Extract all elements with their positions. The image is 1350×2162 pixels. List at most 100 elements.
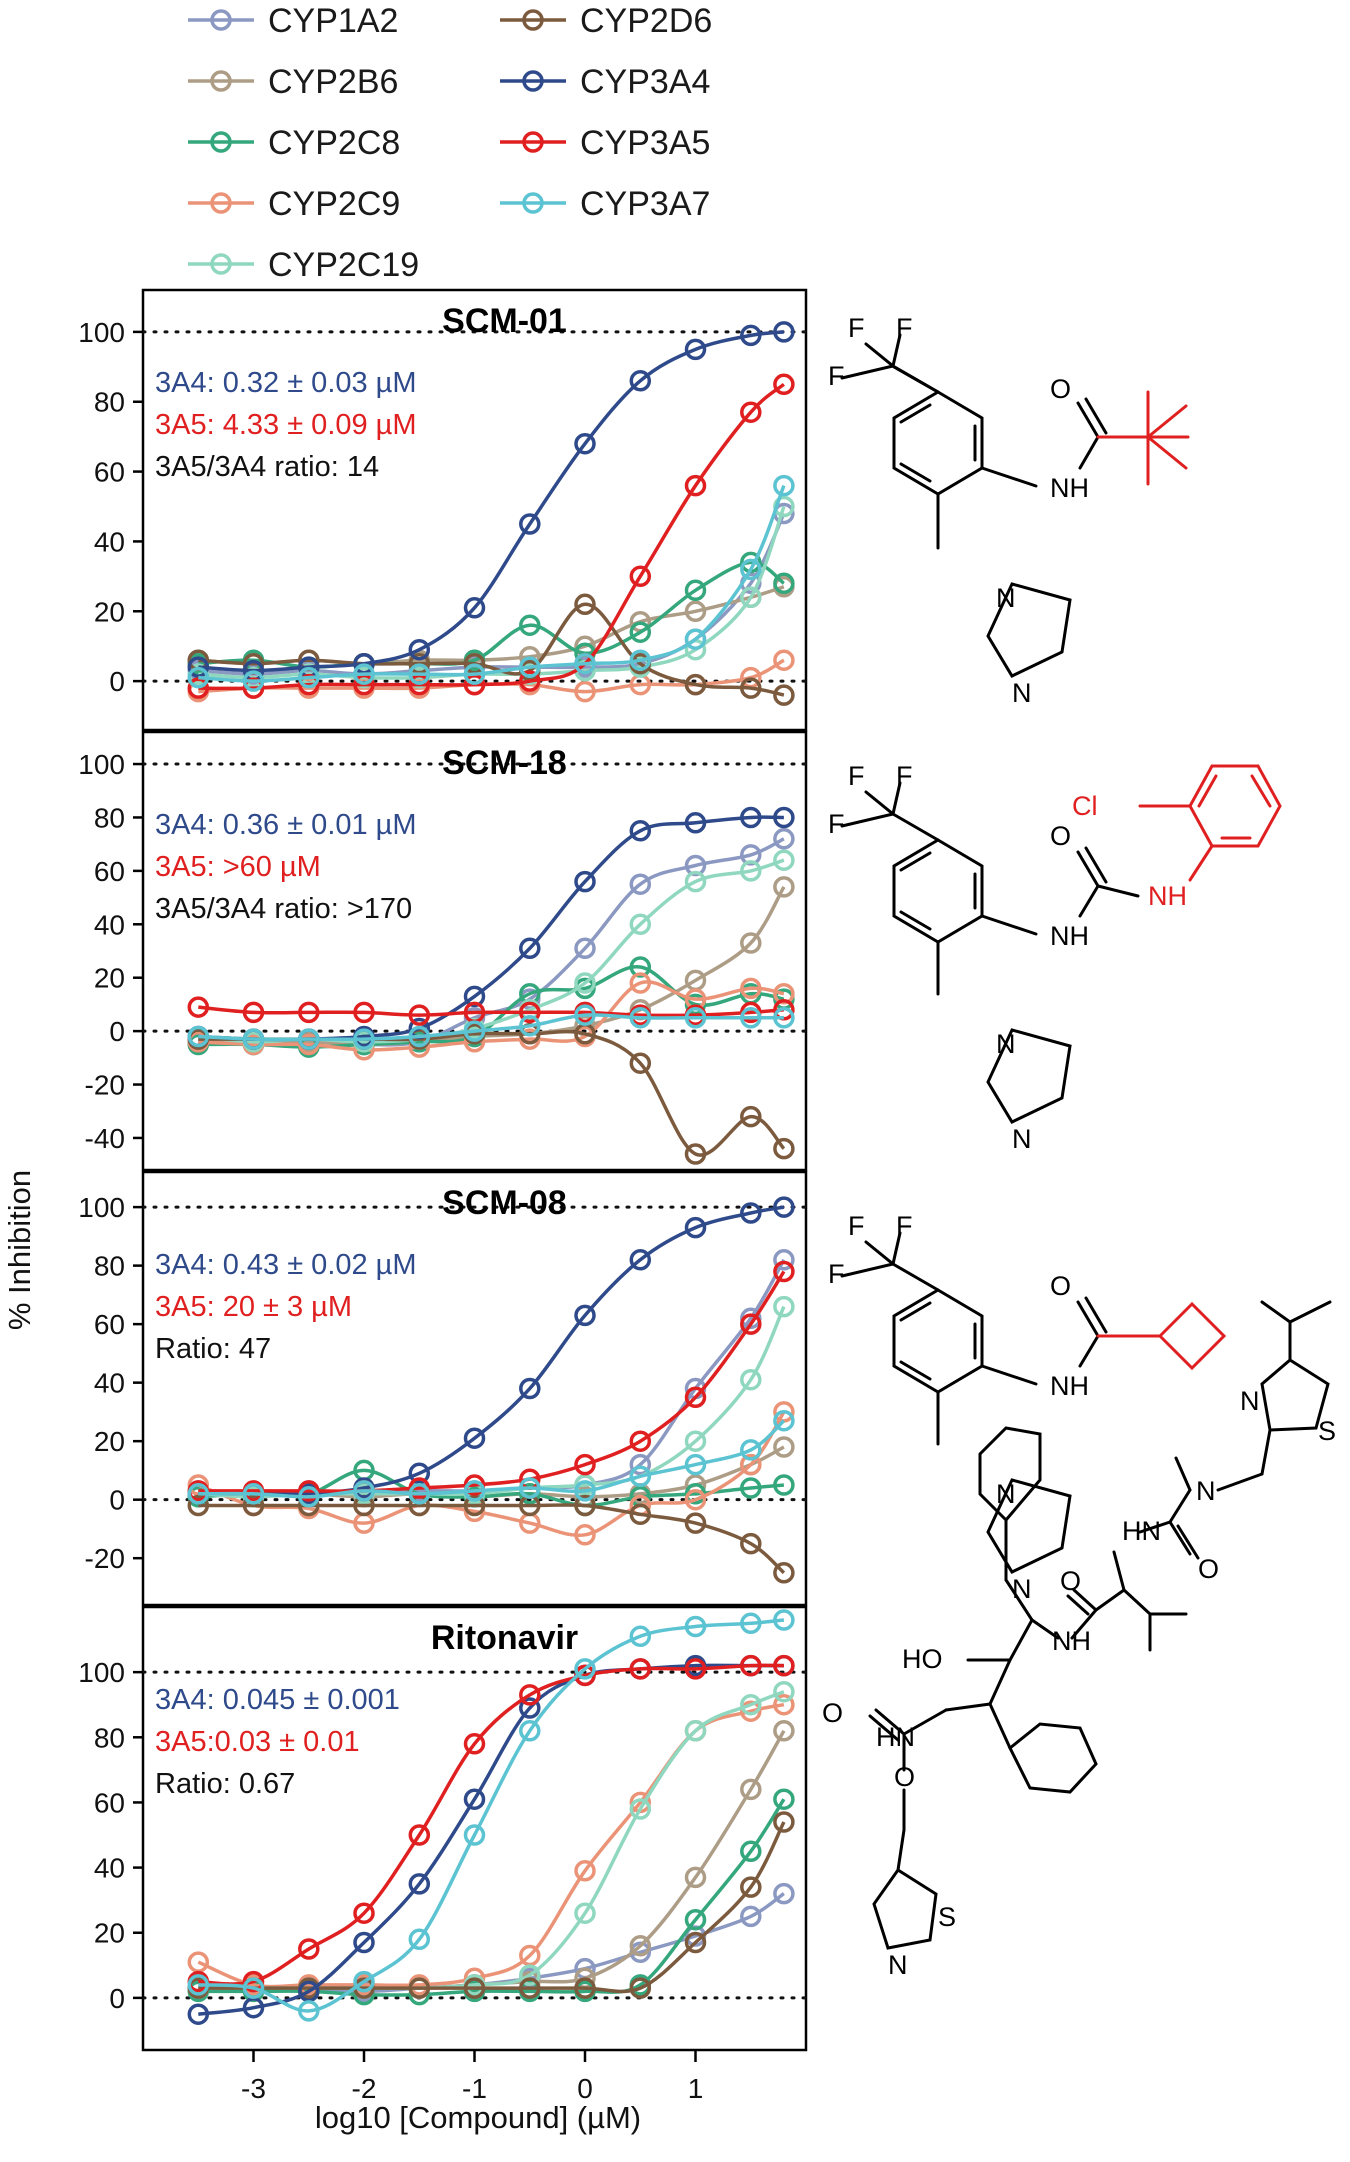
data-point (574, 870, 596, 893)
series-line (198, 1013, 784, 1042)
data-point (773, 1609, 795, 1631)
legend-item-cyp2c19: CYP2C19 (188, 246, 419, 284)
svg-text:N: N (888, 1950, 908, 1980)
plot-frame (141, 730, 808, 1172)
svg-text:HN: HN (876, 1722, 915, 1752)
data-point (629, 565, 652, 588)
y-tick-label: 100 (78, 1657, 125, 1688)
series-line (198, 1270, 786, 1493)
series-cyp2d6 (187, 593, 795, 706)
data-point (773, 1260, 795, 1283)
data-point (408, 1025, 431, 1048)
data-point (574, 1004, 596, 1026)
data-point (773, 649, 795, 671)
data-point (684, 1866, 707, 1889)
data-point (574, 652, 596, 675)
svg-text:F: F (828, 809, 845, 839)
data-point (773, 1409, 795, 1432)
data-point (684, 474, 707, 497)
data-point (773, 1788, 795, 1810)
data-point (629, 1658, 652, 1680)
data-point (408, 1977, 431, 1999)
data-point (574, 1860, 596, 1882)
data-point (353, 1028, 375, 1050)
legend-label: CYP1A2 (268, 2, 398, 40)
panel-title: SCM-01 (442, 302, 567, 340)
y-tick-label: 60 (94, 1787, 125, 1818)
series-line (198, 505, 786, 680)
data-point (519, 513, 541, 535)
series-line (198, 1419, 786, 1499)
data-point (353, 1480, 375, 1502)
legend-item-cyp1a2: CYP1A2 (188, 2, 398, 40)
svg-text:F: F (828, 361, 845, 391)
data-point (242, 1494, 265, 1517)
svg-text:N: N (996, 583, 1016, 613)
series-line (198, 1663, 784, 2016)
series-line (198, 1005, 785, 1018)
svg-text:F: F (848, 761, 865, 791)
data-point (463, 1480, 486, 1502)
series-cyp2b6 (187, 1720, 795, 1999)
data-point (684, 1216, 707, 1239)
legend-label: CYP3A4 (580, 63, 710, 101)
series-line (198, 1618, 785, 2013)
data-point (574, 937, 596, 960)
data-point (629, 1798, 652, 1820)
series-line (198, 602, 785, 697)
data-point (684, 1143, 707, 1165)
structure-ritonavir (868, 1300, 1332, 1950)
series-cyp2b6 (187, 576, 795, 675)
legend-swatch-marker (210, 253, 232, 275)
svg-text:NH: NH (1148, 881, 1187, 911)
data-point (684, 1430, 707, 1452)
data-point (519, 1697, 541, 1719)
series-cyp2c8 (187, 1788, 795, 2006)
data-point (574, 1977, 596, 1999)
data-point (773, 876, 795, 898)
data-point (574, 432, 596, 455)
svg-text:O: O (1050, 821, 1071, 851)
data-point (574, 593, 596, 616)
legend-item-cyp2c9: CYP2C9 (188, 185, 400, 223)
data-point (519, 670, 541, 692)
data-point (740, 1202, 762, 1224)
svg-text:NH: NH (1052, 1626, 1091, 1656)
data-point (684, 673, 707, 696)
data-point (242, 1483, 265, 1505)
data-point (574, 1902, 596, 1924)
plot-frame (141, 1170, 808, 1607)
data-point (629, 1007, 652, 1029)
legend-label: CYP2D6 (580, 2, 712, 40)
data-point (773, 1720, 795, 1742)
data-point (629, 873, 652, 895)
data-point (629, 1503, 652, 1526)
y-tick-label: 20 (94, 1918, 125, 1949)
panel-ritonavir: 0 20 40 60 80 100 -3 -2 -1 0 1 Ritonavir 3A4: 0.045 … (78, 1605, 808, 2104)
data-point (740, 1477, 762, 1499)
y-tick-label: 40 (94, 1853, 125, 1884)
panel-annotation: 3A4: 0.36 ± 0.01 µM (155, 809, 417, 841)
data-point (463, 985, 486, 1008)
data-point (574, 1304, 596, 1327)
data-point (740, 1693, 762, 1716)
data-point (684, 600, 707, 623)
data-point (408, 1462, 431, 1485)
x-tick-label: -1 (462, 2073, 487, 2104)
data-point (298, 1028, 320, 1050)
data-point (408, 638, 431, 661)
svg-text:O: O (894, 1762, 915, 1792)
data-point (463, 663, 486, 685)
panel-annotation: 3A5:0.03 ± 0.01 (155, 1726, 360, 1758)
data-point (684, 338, 707, 361)
data-point (574, 1453, 596, 1476)
data-point (773, 1196, 795, 1218)
svg-text:F: F (848, 1211, 865, 1241)
data-point (773, 1680, 795, 1703)
structure-scm-01-atoms: F F F O NH N N (828, 313, 1089, 708)
svg-text:O: O (1050, 1271, 1071, 1301)
data-point (519, 1964, 541, 1986)
x-tick-label: 1 (688, 2073, 704, 2104)
legend-swatch-marker (210, 70, 232, 92)
